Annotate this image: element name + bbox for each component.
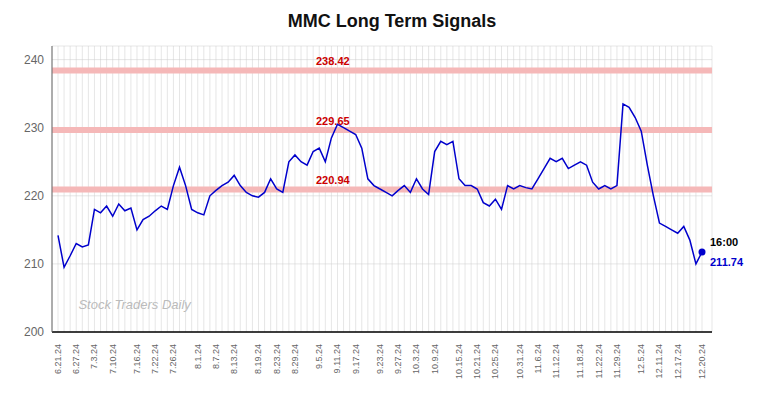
svg-text:230: 230 — [24, 121, 44, 135]
svg-text:10.21.24: 10.21.24 — [472, 344, 482, 379]
svg-text:7.10.24: 7.10.24 — [108, 344, 118, 374]
svg-text:10.25.24: 10.25.24 — [490, 344, 500, 379]
svg-text:9.5.24: 9.5.24 — [314, 344, 324, 369]
svg-text:8.7.24: 8.7.24 — [211, 344, 221, 369]
svg-text:8.29.24: 8.29.24 — [290, 344, 300, 374]
svg-text:9.23.24: 9.23.24 — [375, 344, 385, 374]
svg-text:7.26.24: 7.26.24 — [168, 344, 178, 374]
svg-text:11.12.24: 11.12.24 — [551, 344, 561, 378]
svg-text:8.1.24: 8.1.24 — [193, 344, 203, 369]
svg-text:12.17.24: 12.17.24 — [673, 344, 683, 379]
svg-text:12.11.24: 12.11.24 — [654, 344, 664, 378]
svg-text:16:00: 16:00 — [710, 236, 738, 248]
svg-text:10.15.24: 10.15.24 — [454, 344, 464, 379]
svg-text:11.6.24: 11.6.24 — [533, 344, 543, 373]
html-text:MMC Long Term Signals: MMC Long Term Signals — [287, 11, 497, 31]
svg-text:11.29.24: 11.29.24 — [612, 344, 622, 378]
svg-text:10.3.24: 10.3.24 — [411, 344, 421, 374]
svg-text:8.23.24: 8.23.24 — [272, 344, 282, 374]
svg-text:6.21.24: 6.21.24 — [53, 344, 63, 374]
svg-text:229.65: 229.65 — [316, 115, 350, 127]
svg-text:7.22.24: 7.22.24 — [150, 344, 160, 374]
svg-text:11.22.24: 11.22.24 — [594, 344, 604, 378]
svg-text:11.18.24: 11.18.24 — [575, 344, 585, 378]
svg-text:240: 240 — [24, 53, 44, 67]
svg-text:211.74: 211.74 — [710, 256, 744, 268]
svg-text:9.11.24: 9.11.24 — [332, 344, 342, 373]
svg-text:10.9.24: 10.9.24 — [430, 344, 440, 374]
svg-text:238.42: 238.42 — [316, 55, 350, 67]
svg-text:12.5.24: 12.5.24 — [636, 344, 646, 374]
svg-text:6.27.24: 6.27.24 — [71, 344, 81, 374]
svg-text:12.20.24: 12.20.24 — [697, 344, 707, 379]
svg-text:7.16.24: 7.16.24 — [132, 344, 142, 374]
svg-text:220.94: 220.94 — [316, 174, 351, 186]
svg-text:8.13.24: 8.13.24 — [229, 344, 239, 374]
svg-text:9.27.24: 9.27.24 — [393, 344, 403, 374]
svg-text:210: 210 — [24, 257, 44, 271]
svg-text:9.17.24: 9.17.24 — [351, 344, 361, 374]
svg-text:8.19.24: 8.19.24 — [253, 344, 263, 374]
svg-text:10.31.24: 10.31.24 — [515, 344, 525, 379]
svg-text:7.3.24: 7.3.24 — [89, 344, 99, 369]
html-text:Stock Traders Daily: Stock Traders Daily — [78, 297, 191, 312]
svg-text:200: 200 — [24, 325, 44, 339]
svg-text:220: 220 — [24, 189, 44, 203]
